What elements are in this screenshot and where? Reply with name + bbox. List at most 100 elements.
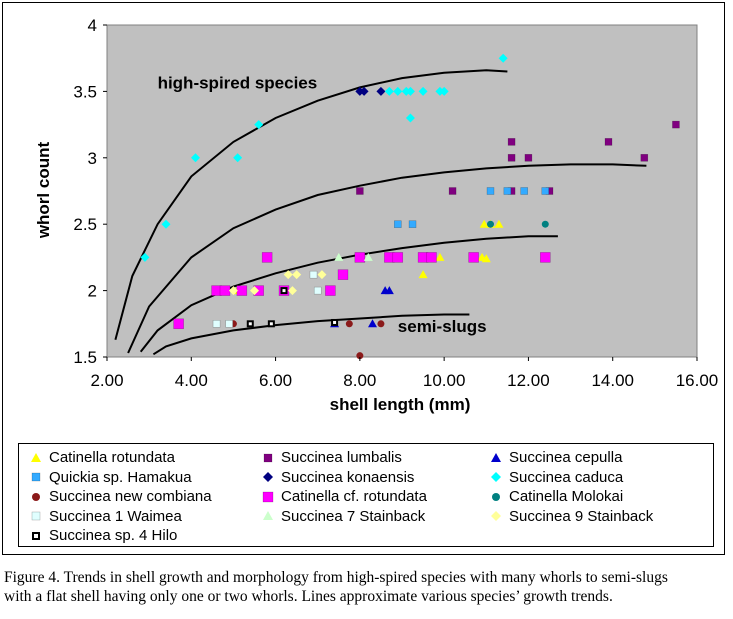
y-tick-label: 3	[88, 149, 97, 168]
legend-marker-shape	[31, 511, 41, 521]
x-tick-label: 14.00	[591, 371, 634, 390]
data-point	[448, 187, 457, 195]
data-point	[494, 219, 504, 228]
data-point	[672, 120, 680, 129]
legend-marker-shape	[492, 492, 500, 501]
data-point	[313, 286, 322, 295]
data-point	[392, 252, 404, 263]
data-point	[376, 86, 386, 96]
data-point	[540, 252, 551, 263]
legend-marker-shape	[31, 472, 41, 482]
data-point	[309, 270, 318, 279]
legend-label: Succinea konaensis	[281, 468, 415, 486]
data-point	[498, 53, 508, 63]
legend-label: Succinea lumbalis	[281, 449, 402, 466]
y-tick-label: 1.5	[73, 348, 97, 367]
legend-marker-shape	[32, 531, 40, 540]
legend-marker-shape	[491, 511, 501, 521]
trend-line	[114, 69, 508, 340]
data-point	[405, 86, 415, 96]
data-point	[486, 187, 495, 195]
data-point	[426, 252, 437, 263]
x-tick-label: 6.00	[259, 371, 292, 390]
legend-item: Catinella cf. rotundata	[257, 487, 427, 506]
data-point	[287, 286, 297, 296]
data-point	[161, 219, 171, 229]
legend-item: Catinella rotundata	[25, 448, 175, 467]
data-point	[228, 286, 238, 296]
data-point	[604, 138, 613, 146]
figure-frame	[2, 2, 725, 555]
annotation-semi-slugs: semi-slugs	[398, 317, 487, 336]
x-tick-label: 4.00	[175, 371, 208, 390]
data-point	[254, 120, 264, 130]
legend-label: Succinea cepulla	[509, 449, 623, 466]
scatter-chart: 2.00 4.00 6.00 8.00 10.00 12.00 14.00 16.00 1.5 2…	[34, 16, 718, 414]
annotation-high-spired: high-spired species	[158, 74, 318, 93]
legend-marker	[32, 531, 40, 540]
legend-label: Succinea 9 Stainback	[509, 507, 654, 525]
data-point	[520, 187, 528, 195]
legend-label: Succinea 7 Stainback	[281, 507, 426, 525]
data-point	[503, 187, 512, 195]
data-point	[368, 319, 377, 328]
data-point	[384, 286, 394, 295]
data-point	[280, 287, 288, 295]
data-point	[331, 318, 339, 326]
data-point	[356, 187, 364, 195]
data-point	[408, 220, 417, 228]
data-point	[405, 113, 415, 123]
data-point	[337, 269, 349, 280]
data-point	[468, 252, 479, 263]
legend-item: Catinella Molokai	[485, 487, 623, 506]
data-point	[292, 270, 302, 280]
legend-item: Succinea 9 Stainback	[485, 507, 653, 526]
legend-item: Succinea cepulla	[485, 448, 622, 467]
data-point	[394, 220, 402, 228]
legend-marker	[492, 492, 500, 501]
legend-item: Succinea konaensis	[257, 468, 414, 487]
legend-marker	[31, 511, 41, 521]
legend: Catinella rotundata Succinea lumbalis Succ…	[18, 443, 714, 547]
trend-line	[152, 313, 470, 356]
legend-marker	[263, 472, 273, 482]
legend-marker	[262, 491, 274, 502]
data-point	[325, 285, 336, 296]
legend-label: Succinea 1 Waimea	[49, 507, 182, 525]
data-point	[507, 138, 516, 146]
y-tick-label: 2	[88, 282, 97, 301]
data-point	[384, 86, 394, 96]
legend-label: Succinea caduca	[509, 468, 624, 486]
data-point	[377, 320, 385, 328]
caption-line-1: Figure 4. Trends in shell growth and mor…	[4, 569, 668, 586]
data-point	[233, 153, 243, 163]
legend-label: Catinella Molokai	[509, 488, 624, 505]
data-point	[541, 187, 550, 195]
data-point	[418, 86, 428, 96]
legend-marker	[263, 453, 273, 462]
data-point	[236, 285, 248, 296]
legend-marker	[263, 511, 273, 520]
trend-line	[127, 163, 647, 354]
data-point	[481, 254, 491, 263]
legend-marker-shape	[263, 511, 273, 520]
legend-label: Catinella cf. rotundata	[281, 488, 427, 505]
y-tick-label: 4	[88, 16, 97, 35]
data-point	[435, 252, 445, 261]
data-point	[173, 318, 184, 330]
data-point	[507, 154, 516, 162]
x-tick-label: 10.00	[423, 371, 466, 390]
legend-label: Quickia sp. Hamakua	[49, 468, 192, 486]
y-axis-title: whorl count	[34, 142, 53, 240]
data-point	[334, 252, 344, 261]
legend-label: Succinea new combiana	[49, 488, 212, 505]
data-point	[541, 220, 549, 228]
data-point	[267, 320, 275, 328]
legend-marker	[32, 492, 40, 501]
data-point	[219, 285, 231, 296]
legend-label: Catinella rotundata	[49, 449, 175, 466]
x-tick-label: 8.00	[343, 371, 376, 390]
legend-item: Succinea caduca	[485, 468, 623, 487]
data-point	[345, 320, 353, 328]
x-axis-title: shell length (mm)	[330, 395, 471, 414]
